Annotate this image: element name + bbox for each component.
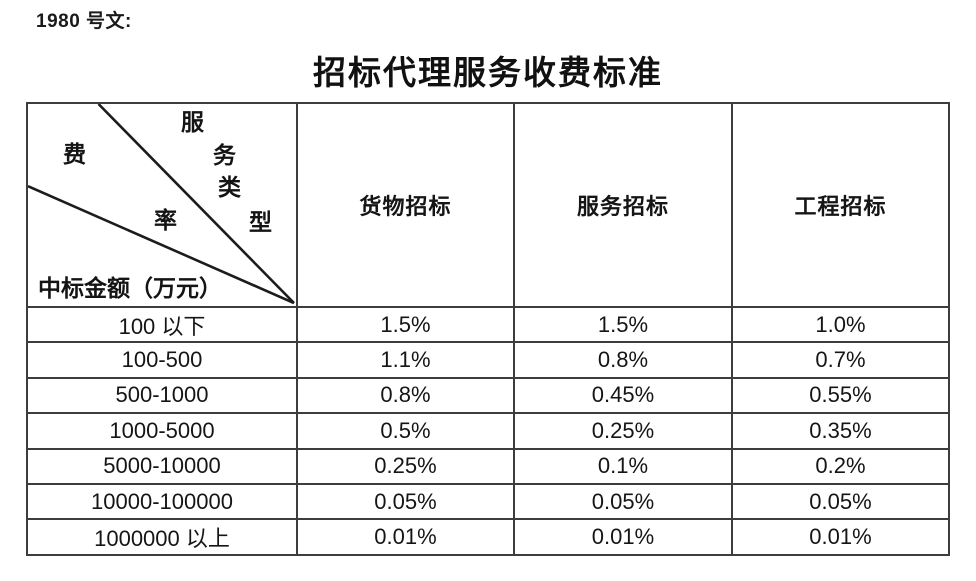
rate-cell: 0.01%: [513, 518, 733, 556]
lower-diagonal-line: [29, 185, 295, 305]
table-row: 500-1000 0.8% 0.45% 0.55%: [26, 376, 950, 415]
rate-cell: 0.05%: [296, 482, 515, 521]
table-row: 100-500 1.1% 0.8% 0.7%: [26, 341, 950, 379]
amount-range-cell: 10000-100000: [26, 482, 298, 521]
table-row: 10000-100000 0.05% 0.05% 0.05%: [26, 482, 950, 521]
rate-cell: 0.45%: [513, 376, 733, 415]
table-row: 5000-10000 0.25% 0.1% 0.2%: [26, 447, 950, 485]
column-header-services: 服务招标: [513, 102, 733, 308]
rate-cell: 0.5%: [296, 412, 515, 450]
upper-diagonal-line: [97, 105, 295, 304]
amount-range-cell: 1000-5000: [26, 412, 298, 450]
corner-service-type-char: 务: [213, 143, 236, 168]
corner-service-type-char: 型: [249, 210, 272, 235]
corner-service-type-char: 服: [181, 110, 204, 135]
amount-range-cell: 100-500: [26, 341, 298, 379]
rate-cell: 0.2%: [731, 447, 950, 485]
rate-cell: 0.01%: [296, 518, 515, 556]
page-title: 招标代理服务收费标准: [313, 56, 663, 92]
diagonal-corner-cell: 服 务 类 型 费 率 中标金额（万元）: [26, 102, 298, 308]
rate-cell: 1.5%: [513, 305, 733, 344]
table-row: 1000000 以上 0.01% 0.01% 0.01%: [26, 518, 950, 556]
rate-cell: 1.0%: [731, 305, 950, 344]
rate-cell: 0.1%: [513, 447, 733, 485]
corner-fee-rate-char: 率: [154, 208, 177, 233]
corner-fee-rate-char: 费: [63, 142, 86, 167]
amount-range-cell: 100 以下: [26, 305, 298, 344]
fee-standard-table: 服 务 类 型 费 率 中标金额（万元） 货物招标 服务招标 工程招标 100 …: [26, 102, 950, 556]
corner-row-axis-label: 中标金额（万元）: [38, 276, 222, 301]
rate-cell: 0.55%: [731, 376, 950, 415]
diagonal-split-lines: [29, 105, 295, 305]
rate-cell: 0.25%: [296, 447, 515, 485]
rate-cell: 0.8%: [513, 341, 733, 379]
table-header-row: 服 务 类 型 费 率 中标金额（万元） 货物招标 服务招标 工程招标: [26, 102, 950, 308]
amount-range-cell: 500-1000: [26, 376, 298, 415]
table-row: 1000-5000 0.5% 0.25% 0.35%: [26, 412, 950, 450]
column-header-goods: 货物招标: [296, 102, 515, 308]
rate-cell: 0.7%: [731, 341, 950, 379]
column-header-engineering: 工程招标: [731, 102, 950, 308]
rate-cell: 0.35%: [731, 412, 950, 450]
amount-range-cell: 5000-10000: [26, 447, 298, 485]
table-row: 100 以下 1.5% 1.5% 1.0%: [26, 305, 950, 344]
rate-cell: 0.05%: [731, 482, 950, 521]
rate-cell: 1.1%: [296, 341, 515, 379]
rate-cell: 0.8%: [296, 376, 515, 415]
amount-range-cell: 1000000 以上: [26, 518, 298, 556]
rate-cell: 0.01%: [731, 518, 950, 556]
corner-service-type-char: 类: [218, 175, 241, 200]
rate-cell: 1.5%: [296, 305, 515, 344]
rate-cell: 0.25%: [513, 412, 733, 450]
rate-cell: 0.05%: [513, 482, 733, 521]
doc-number-label: 1980 号文:: [36, 11, 132, 32]
